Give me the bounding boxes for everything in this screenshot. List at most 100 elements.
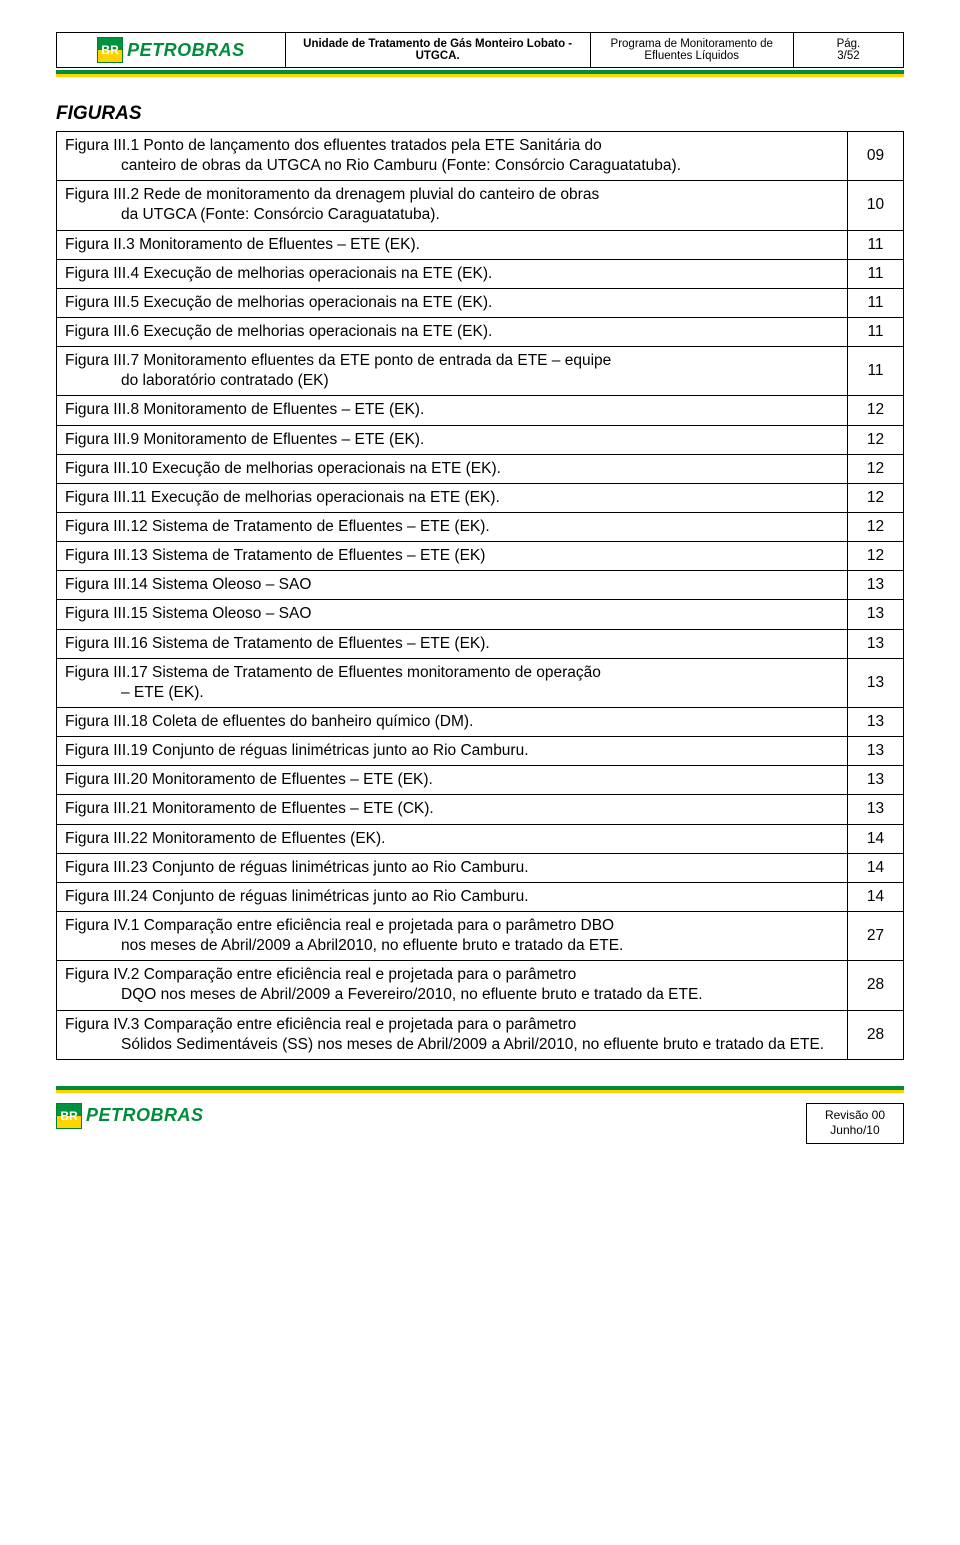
figure-page-number: 13 [848, 629, 904, 658]
table-row: Figura IV.3 Comparação entre eficiência … [57, 1010, 904, 1059]
document-header: BR PETROBRAS Unidade de Tratamento de Gá… [56, 32, 904, 68]
figure-page-number: 12 [848, 512, 904, 541]
table-row: Figura III.21 Monitoramento de Efluentes… [57, 795, 904, 824]
figure-text: Figura III.6 Execução de melhorias opera… [65, 323, 492, 340]
table-row: Figura III.1 Ponto de lançamento dos efl… [57, 132, 904, 181]
figure-page-number: 13 [848, 600, 904, 629]
footer-date: Junho/10 [825, 1123, 885, 1139]
figure-page-number: 11 [848, 259, 904, 288]
figures-table: Figura III.1 Ponto de lançamento dos efl… [56, 131, 904, 1060]
figure-page-number: 09 [848, 132, 904, 181]
pag-label: Pág. [800, 38, 897, 50]
table-row: Figura III.17 Sistema de Tratamento de E… [57, 658, 904, 707]
figure-description: Figura III.18 Coleta de efluentes do ban… [57, 707, 848, 736]
figure-description: Figura III.2 Rede de monitoramento da dr… [57, 181, 848, 230]
figure-page-number: 12 [848, 542, 904, 571]
figure-page-number: 13 [848, 795, 904, 824]
figure-text: Figura III.21 Monitoramento de Efluentes… [65, 800, 434, 817]
table-row: Figura III.6 Execução de melhorias opera… [57, 317, 904, 346]
figure-description: Figura III.6 Execução de melhorias opera… [57, 317, 848, 346]
figure-description: Figura III.7 Monitoramento efluentes da … [57, 347, 848, 396]
figure-page-number: 14 [848, 853, 904, 882]
table-row: Figura III.10 Execução de melhorias oper… [57, 454, 904, 483]
figure-description: Figura III.22 Monitoramento de Efluentes… [57, 824, 848, 853]
header-title: Unidade de Tratamento de Gás Monteiro Lo… [285, 33, 590, 68]
table-row: Figura III.2 Rede de monitoramento da dr… [57, 181, 904, 230]
figure-description: Figura III.16 Sistema de Tratamento de E… [57, 629, 848, 658]
figure-text: Figura IV.2 Comparação entre eficiência … [65, 966, 576, 983]
table-row: Figura III.24 Conjunto de réguas linimét… [57, 882, 904, 911]
figure-page-number: 11 [848, 317, 904, 346]
table-row: Figura IV.2 Comparação entre eficiência … [57, 961, 904, 1010]
header-program: Programa de Monitoramento de Efluentes L… [590, 33, 793, 68]
figure-text: Figura III.7 Monitoramento efluentes da … [65, 352, 611, 369]
figure-description: Figura III.12 Sistema de Tratamento de E… [57, 512, 848, 541]
figure-description: Figura III.14 Sistema Oleoso – SAO [57, 571, 848, 600]
figure-text-indent: da UTGCA (Fonte: Consórcio Caraguatatuba… [65, 205, 839, 225]
logo-text: PETROBRAS [86, 1105, 204, 1126]
footer-logo: BR PETROBRAS [56, 1103, 204, 1129]
figure-page-number: 27 [848, 911, 904, 960]
table-row: Figura III.8 Monitoramento de Efluentes … [57, 396, 904, 425]
table-row: Figura III.18 Coleta de efluentes do ban… [57, 707, 904, 736]
figure-text-indent: DQO nos meses de Abril/2009 a Fevereiro/… [65, 985, 839, 1005]
figure-text-indent: – ETE (EK). [65, 683, 839, 703]
table-row: Figura III.20 Monitoramento de Efluentes… [57, 766, 904, 795]
figure-page-number: 28 [848, 1010, 904, 1059]
figure-text: Figura III.5 Execução de melhorias opera… [65, 294, 492, 311]
figure-page-number: 14 [848, 882, 904, 911]
figure-text: Figura III.1 Ponto de lançamento dos efl… [65, 137, 602, 154]
figure-text-indent: canteiro de obras da UTGCA no Rio Cambur… [65, 156, 839, 176]
figure-description: Figura IV.2 Comparação entre eficiência … [57, 961, 848, 1010]
header-page: Pág. 3/52 [793, 33, 903, 68]
table-row: Figura III.19 Conjunto de réguas linimét… [57, 737, 904, 766]
figure-text: Figura III.20 Monitoramento de Efluentes… [65, 771, 433, 788]
figure-text: Figura IV.3 Comparação entre eficiência … [65, 1016, 576, 1033]
pag-value: 3/52 [800, 50, 897, 62]
figure-description: Figura III.5 Execução de melhorias opera… [57, 288, 848, 317]
footer-revision-box: Revisão 00 Junho/10 [806, 1103, 904, 1144]
figure-description: Figura III.15 Sistema Oleoso – SAO [57, 600, 848, 629]
table-row: Figura IV.1 Comparação entre eficiência … [57, 911, 904, 960]
figure-page-number: 13 [848, 766, 904, 795]
figure-page-number: 28 [848, 961, 904, 1010]
header-divider-yellow [56, 74, 904, 77]
figure-text: Figura III.2 Rede de monitoramento da dr… [65, 186, 599, 203]
figure-text: Figura III.16 Sistema de Tratamento de E… [65, 635, 490, 652]
figure-page-number: 11 [848, 288, 904, 317]
figure-description: Figura II.3 Monitoramento de Efluentes –… [57, 230, 848, 259]
figure-page-number: 12 [848, 483, 904, 512]
figure-text: Figura IV.1 Comparação entre eficiência … [65, 917, 614, 934]
figure-text-indent: nos meses de Abril/2009 a Abril2010, no … [65, 936, 839, 956]
figure-page-number: 12 [848, 425, 904, 454]
figure-text: Figura II.3 Monitoramento de Efluentes –… [65, 236, 420, 253]
table-row: Figura III.9 Monitoramento de Efluentes … [57, 425, 904, 454]
footer-divider-yellow [56, 1090, 904, 1093]
figure-text: Figura III.17 Sistema de Tratamento de E… [65, 664, 601, 681]
figure-description: Figura IV.1 Comparação entre eficiência … [57, 911, 848, 960]
figure-page-number: 13 [848, 707, 904, 736]
figure-text: Figura III.11 Execução de melhorias oper… [65, 489, 500, 506]
table-row: Figura III.4 Execução de melhorias opera… [57, 259, 904, 288]
figure-text: Figura III.4 Execução de melhorias opera… [65, 265, 492, 282]
logo-br-icon: BR [97, 37, 123, 63]
figure-page-number: 13 [848, 737, 904, 766]
figure-description: Figura III.21 Monitoramento de Efluentes… [57, 795, 848, 824]
section-title: FIGURAS [56, 103, 904, 125]
table-row: Figura III.12 Sistema de Tratamento de E… [57, 512, 904, 541]
figure-page-number: 13 [848, 658, 904, 707]
figure-text: Figura III.22 Monitoramento de Efluentes… [65, 830, 386, 847]
table-row: Figura II.3 Monitoramento de Efluentes –… [57, 230, 904, 259]
figure-text-indent: do laboratório contratado (EK) [65, 371, 839, 391]
figure-text: Figura III.15 Sistema Oleoso – SAO [65, 605, 311, 622]
petrobras-logo: BR PETROBRAS [63, 37, 279, 63]
figure-text: Figura III.8 Monitoramento de Efluentes … [65, 401, 424, 418]
header-logo-cell: BR PETROBRAS [57, 33, 286, 68]
figure-text: Figura III.10 Execução de melhorias oper… [65, 460, 501, 477]
figure-text: Figura III.12 Sistema de Tratamento de E… [65, 518, 490, 535]
table-row: Figura III.15 Sistema Oleoso – SAO 13 [57, 600, 904, 629]
table-row: Figura III.16 Sistema de Tratamento de E… [57, 629, 904, 658]
table-row: Figura III.7 Monitoramento efluentes da … [57, 347, 904, 396]
figure-description: Figura III.24 Conjunto de réguas linimét… [57, 882, 848, 911]
figure-text: Figura III.18 Coleta de efluentes do ban… [65, 713, 473, 730]
